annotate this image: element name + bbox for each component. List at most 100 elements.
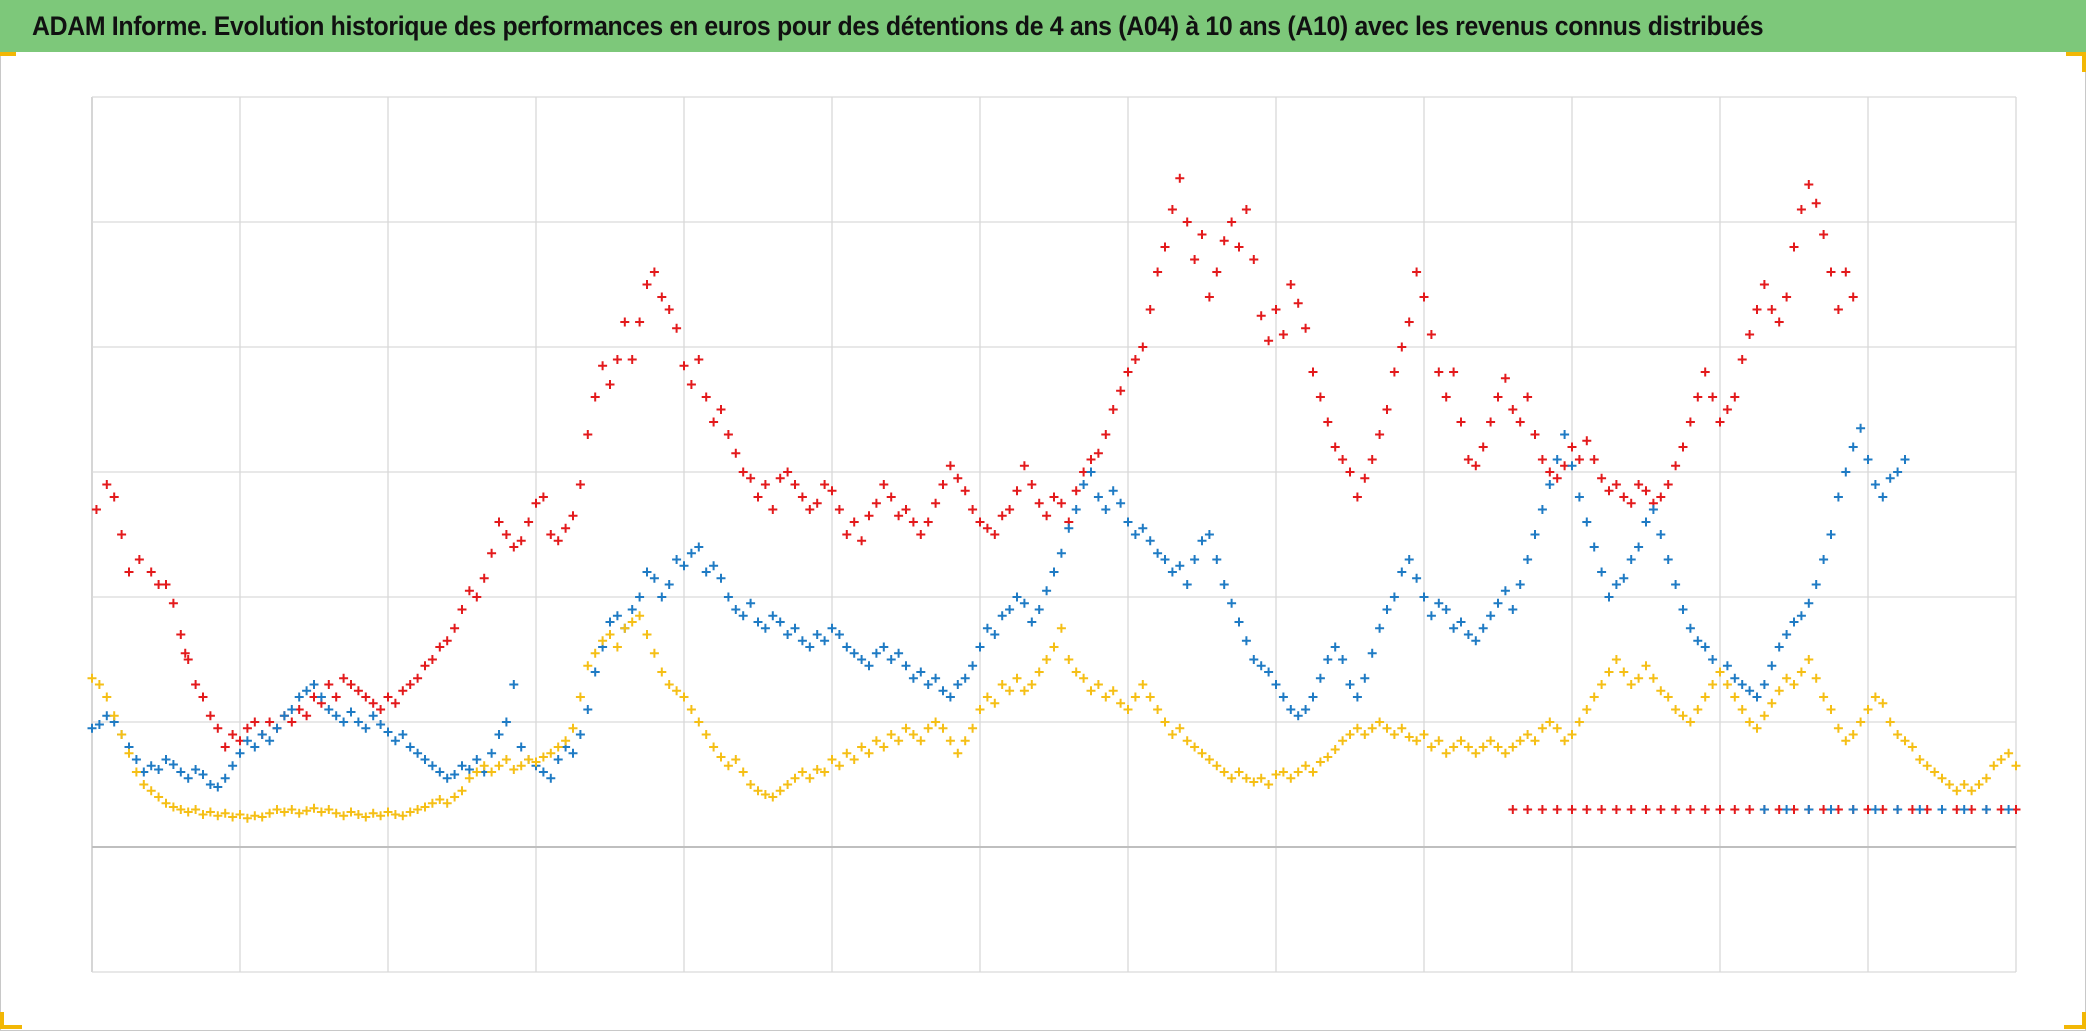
- data-point: [1071, 505, 1081, 514]
- data-point: [501, 755, 511, 764]
- data-point: [923, 680, 933, 689]
- data-point: [1685, 805, 1695, 814]
- data-point: [1308, 367, 1318, 377]
- data-point: [376, 811, 386, 821]
- data-point: [649, 267, 659, 277]
- data-point: [1804, 180, 1814, 189]
- data-point: [1071, 486, 1081, 496]
- data-point: [598, 636, 608, 646]
- data-point: [768, 505, 778, 514]
- data-point: [420, 755, 430, 764]
- data-point: [568, 748, 578, 758]
- corner-mark-bottom-left: [0, 1025, 22, 1029]
- data-point: [368, 711, 378, 721]
- data-point: [1915, 805, 1925, 814]
- data-point: [176, 805, 186, 814]
- data-point: [205, 780, 215, 789]
- data-point: [1086, 467, 1096, 477]
- data-point: [124, 567, 134, 577]
- data-point: [1893, 467, 1903, 477]
- data-point: [1745, 717, 1755, 727]
- data-point: [1523, 392, 1533, 402]
- data-point: [1545, 467, 1555, 477]
- data-point: [1870, 692, 1880, 702]
- data-point: [968, 505, 978, 514]
- data-point: [1833, 723, 1843, 733]
- data-point: [1515, 736, 1525, 746]
- data-point: [242, 736, 252, 746]
- data-point: [1360, 673, 1370, 683]
- data-point: [590, 667, 600, 677]
- data-point: [1404, 317, 1414, 327]
- data-point: [686, 705, 696, 714]
- data-point: [1523, 730, 1533, 739]
- data-point: [87, 673, 97, 683]
- data-point: [1167, 567, 1177, 577]
- data-point: [435, 642, 445, 652]
- data-point: [1471, 461, 1481, 471]
- data-point: [1730, 673, 1740, 683]
- data-point: [339, 717, 349, 727]
- data-point: [1286, 773, 1296, 783]
- data-point: [1796, 667, 1806, 677]
- data-point: [938, 723, 948, 733]
- data-point: [501, 717, 511, 727]
- data-point: [1397, 567, 1407, 577]
- data-point: [1160, 717, 1170, 727]
- data-point: [1471, 636, 1481, 646]
- data-point: [405, 807, 415, 817]
- data-point: [1404, 732, 1414, 742]
- chart-marks: [87, 173, 2021, 823]
- data-point: [561, 523, 571, 533]
- data-point: [1441, 392, 1451, 402]
- data-point: [1330, 442, 1340, 452]
- data-point: [908, 730, 918, 739]
- data-point: [1419, 592, 1429, 602]
- data-point: [627, 355, 637, 364]
- data-point: [938, 480, 948, 489]
- data-point: [805, 773, 815, 783]
- data-point: [1101, 430, 1111, 439]
- data-point: [1426, 330, 1436, 339]
- data-point: [598, 361, 608, 371]
- data-point: [1730, 805, 1740, 814]
- data-point: [575, 480, 585, 489]
- data-point: [1367, 455, 1377, 464]
- data-point: [1308, 767, 1318, 777]
- data-point: [775, 617, 785, 627]
- data-point: [1101, 692, 1111, 702]
- data-point: [2004, 748, 2014, 758]
- data-point: [612, 611, 622, 621]
- data-point: [1049, 492, 1059, 502]
- data-point: [768, 792, 778, 802]
- data-point: [464, 765, 474, 774]
- data-point: [272, 723, 282, 733]
- data-point: [1782, 673, 1792, 683]
- data-point: [464, 773, 474, 783]
- data-point: [1567, 805, 1577, 814]
- data-point: [894, 511, 904, 521]
- data-point: [871, 648, 881, 658]
- data-point: [1382, 605, 1392, 614]
- data-point: [871, 498, 881, 508]
- data-point: [413, 805, 423, 814]
- data-point: [1841, 736, 1851, 746]
- data-point: [1508, 742, 1518, 752]
- data-point: [842, 748, 852, 758]
- data-point: [657, 667, 667, 677]
- data-point: [1382, 405, 1392, 414]
- data-point: [1293, 298, 1303, 308]
- data-point: [864, 661, 874, 671]
- data-point: [1301, 761, 1311, 771]
- data-point: [487, 767, 497, 777]
- data-point: [287, 705, 297, 714]
- data-point: [1071, 667, 1081, 677]
- corner-mark-top-left: [0, 52, 16, 56]
- data-point: [1604, 592, 1614, 602]
- data-point: [442, 773, 452, 783]
- data-point: [161, 755, 171, 764]
- data-point: [968, 661, 978, 671]
- data-point: [1604, 486, 1614, 496]
- data-point: [1774, 642, 1784, 652]
- data-point: [1123, 705, 1133, 714]
